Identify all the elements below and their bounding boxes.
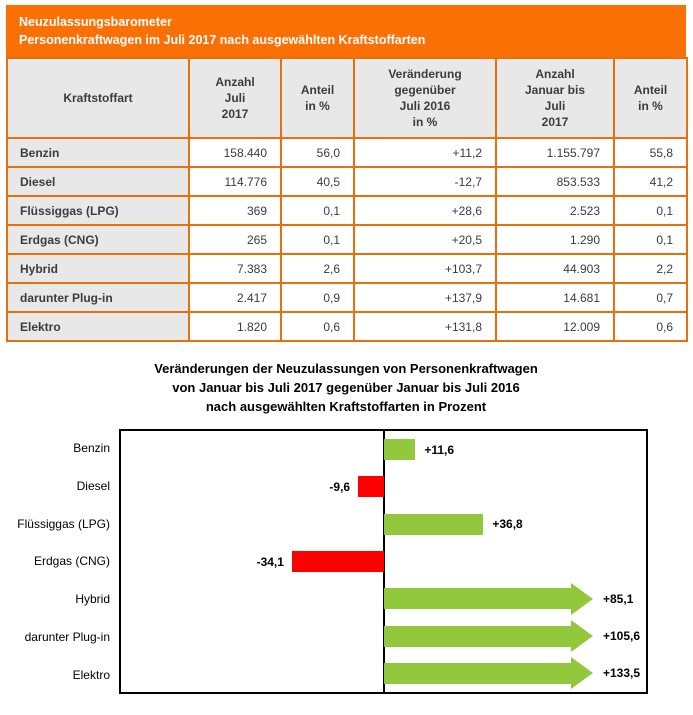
value-cell: +131,8: [353, 311, 497, 342]
bar-value-label-darunter-plug-in: +105,6: [603, 629, 641, 644]
bar-value-label-erdgas-cng: -34,1: [256, 554, 284, 569]
value-cell: 2.523: [495, 195, 615, 226]
value-cell: -12,7: [353, 166, 497, 197]
bar-value-label-fl-ssiggas-lpg: +36,8: [492, 517, 523, 532]
value-cell: 0,7: [613, 282, 688, 313]
y-label-erdgas-cng: Erdgas (CNG): [33, 554, 110, 569]
bar-arrowhead: [571, 620, 593, 653]
table-row: Hybrid 7.383 2,6 +103,7 44.903 2,2: [6, 253, 688, 284]
col-header-kraftstoffart: Kraftstoffart: [6, 57, 190, 139]
value-cell: 0,1: [613, 195, 688, 226]
chart-title: Veränderungen der Neuzulassungen von Per…: [6, 359, 686, 416]
value-cell: 0,1: [613, 224, 688, 255]
fuel-type-cell: Benzin: [6, 137, 190, 168]
bar-arrowhead: [571, 657, 593, 690]
fuel-type-cell: Elektro: [6, 311, 190, 342]
y-label-darunter-plug-in: darunter Plug-in: [24, 630, 110, 645]
value-cell: 2.417: [188, 282, 282, 313]
plot-area: +11,6 -9,6 +36,8 -34,1 +85,1 +105,6 +133,5: [119, 429, 648, 694]
report-subtitle: Personenkraftwagen im Juli 2017 nach aus…: [19, 33, 426, 47]
bar-fl-ssiggas-lpg: [384, 513, 484, 535]
value-cell: +11,2: [353, 137, 497, 168]
col-header-anzahl-jan-juli: Anzahl Januar bis Juli 2017: [495, 57, 615, 139]
value-cell: 0,1: [280, 195, 355, 226]
value-cell: 265: [188, 224, 282, 255]
bar-value-label-hybrid: +85,1: [603, 591, 634, 606]
value-cell: 55,8: [613, 137, 688, 168]
bar-value-label-diesel: -9,6: [329, 479, 351, 494]
bar-arrow-darunter-plug-in: [384, 620, 593, 653]
y-label-benzin: Benzin: [73, 440, 110, 455]
bar-shaft: [384, 625, 572, 647]
y-axis-labels: Benzin Diesel Flüssiggas (LPG) Erdgas (CNG)…: [6, 429, 119, 694]
value-cell: 40,5: [280, 166, 355, 197]
fuel-type-cell: Flüssiggas (LPG): [6, 195, 190, 226]
y-label-hybrid: Hybrid: [75, 592, 110, 607]
table-row: darunter Plug-in 2.417 0,9 +137,9 14.681…: [6, 282, 688, 313]
chart-title-line: nach ausgewählten Kraftstoffarten in Pro…: [205, 399, 487, 414]
chart-title-line: Veränderungen der Neuzulassungen von Per…: [154, 361, 538, 376]
fuel-type-cell: Hybrid: [6, 253, 190, 284]
bar-shaft: [384, 588, 572, 610]
value-cell: +28,6: [353, 195, 497, 226]
bar-erdgas-cng: [291, 551, 384, 572]
fuel-type-cell: Erdgas (CNG): [6, 224, 190, 255]
bar-arrow-elektro: [384, 657, 593, 690]
value-cell: 369: [188, 195, 282, 226]
registrations-table: Kraftstoffart Anzahl Juli 2017 Anteil in…: [6, 57, 688, 342]
value-cell: 2,2: [613, 253, 688, 284]
value-cell: 56,0: [280, 137, 355, 168]
fuel-type-cell: Diesel: [6, 166, 190, 197]
value-cell: 41,2: [613, 166, 688, 197]
value-cell: 0,6: [280, 311, 355, 342]
table-row: Erdgas (CNG) 265 0,1 +20,5 1.290 0,1: [6, 224, 688, 255]
chart-title-line: von Januar bis Juli 2017 gegenüber Janua…: [172, 380, 520, 395]
value-cell: 7.383: [188, 253, 282, 284]
report-title: Neuzulassungsbarometer: [19, 15, 172, 29]
bar-arrow-hybrid: [384, 582, 593, 615]
y-label-fl-ssiggas-lpg: Flüssiggas (LPG): [17, 516, 110, 531]
table-row: Flüssiggas (LPG) 369 0,1 +28,6 2.523 0,1: [6, 195, 688, 226]
value-cell: 0,9: [280, 282, 355, 313]
table-row: Diesel 114.776 40,5 -12,7 853.533 41,2: [6, 166, 688, 197]
value-cell: 114.776: [188, 166, 282, 197]
value-cell: +20,5: [353, 224, 497, 255]
value-cell: 14.681: [495, 282, 615, 313]
col-header-anteil-2: Anteil in %: [613, 57, 688, 139]
bar-shaft: [384, 662, 572, 684]
value-cell: 12.009: [495, 311, 615, 342]
value-cell: +137,9: [353, 282, 497, 313]
col-header-veraenderung: Veränderung gegenüber Juli 2016 in %: [353, 57, 497, 139]
bar-diesel: [358, 476, 384, 498]
report-banner: Neuzulassungsbarometer Personenkraftwage…: [6, 5, 686, 57]
fuel-type-cell: darunter Plug-in: [6, 282, 190, 313]
bar-benzin: [384, 439, 416, 461]
value-cell: 0,1: [280, 224, 355, 255]
value-cell: 2,6: [280, 253, 355, 284]
bar-value-label-benzin: +11,6: [424, 442, 455, 457]
bar-arrowhead: [571, 582, 593, 615]
col-header-anzahl-juli: Anzahl Juli 2017: [188, 57, 282, 139]
value-cell: 1.155.797: [495, 137, 615, 168]
y-label-diesel: Diesel: [76, 478, 110, 493]
table-header-row: Kraftstoffart Anzahl Juli 2017 Anteil in…: [6, 57, 688, 139]
table-row: Elektro 1.820 0,6 +131,8 12.009 0,6: [6, 311, 688, 342]
col-header-anteil-1: Anteil in %: [280, 57, 355, 139]
value-cell: +103,7: [353, 253, 497, 284]
value-cell: 158.440: [188, 137, 282, 168]
value-cell: 1.820: [188, 311, 282, 342]
table-row: Benzin 158.440 56,0 +11,2 1.155.797 55,8: [6, 137, 688, 168]
zero-axis-line: [383, 431, 385, 692]
value-cell: 0,6: [613, 311, 688, 342]
value-cell: 1.290: [495, 224, 615, 255]
page: Neuzulassungsbarometer Personenkraftwage…: [6, 5, 688, 694]
value-cell: 853.533: [495, 166, 615, 197]
bar-chart: Benzin Diesel Flüssiggas (LPG) Erdgas (CNG)…: [6, 429, 686, 694]
bar-value-label-elektro: +133,5: [603, 666, 641, 681]
value-cell: 44.903: [495, 253, 615, 284]
y-label-elektro: Elektro: [72, 667, 110, 682]
